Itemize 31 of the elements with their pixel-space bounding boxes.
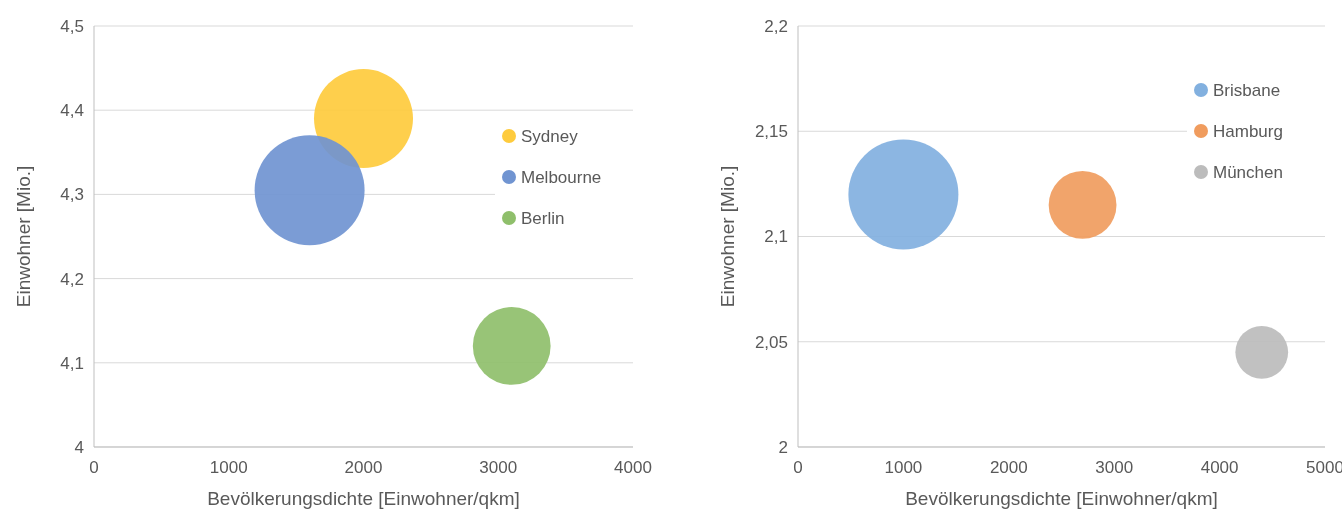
x-tick-label: 4000 [1200, 458, 1239, 477]
y-tick-label: 2,1 [764, 227, 788, 247]
x-axis-title: Bevölkerungsdichte [Einwohner/qkm] [905, 488, 1218, 509]
x-axis-title: Bevölkerungsdichte [Einwohner/qkm] [207, 488, 520, 509]
y-tick-label: 4,4 [60, 101, 84, 121]
x-tick-label: 4000 [614, 458, 652, 477]
legend-label: Berlin [521, 208, 565, 228]
x-tick-label: 1000 [209, 458, 248, 477]
legend-label: Melbourne [521, 167, 602, 187]
x-tick-label: 1000 [884, 458, 923, 477]
x-tick-label: 2000 [989, 458, 1028, 477]
x-tick-label: 3000 [479, 458, 518, 477]
y-tick-label: 4,1 [60, 353, 84, 373]
y-tick-label: 4,2 [60, 269, 84, 289]
legend-label: München [1213, 162, 1283, 182]
y-tick-label: 4,5 [60, 16, 84, 36]
x-tick-label: 0 [89, 458, 99, 477]
y-tick-label: 2,05 [754, 332, 788, 352]
y-tick-label: 4,3 [60, 185, 84, 205]
y-tick-label: 2,15 [754, 122, 788, 142]
legend-label: Sydney [521, 126, 579, 146]
y-tick-label: 2,2 [764, 16, 788, 36]
y-axis-title: Einwohner [Mio.] [717, 165, 738, 308]
x-tick-label: 0 [793, 458, 803, 477]
legend-label: Hamburg [1213, 121, 1283, 141]
legend-label: Brisbane [1213, 80, 1281, 100]
x-tick-label: 3000 [1095, 458, 1134, 477]
y-tick-label: 2 [778, 437, 788, 457]
y-tick-label: 4 [74, 437, 84, 457]
x-tick-label: 2000 [344, 458, 383, 477]
y-axis-title: Einwohner [Mio.] [13, 165, 34, 308]
